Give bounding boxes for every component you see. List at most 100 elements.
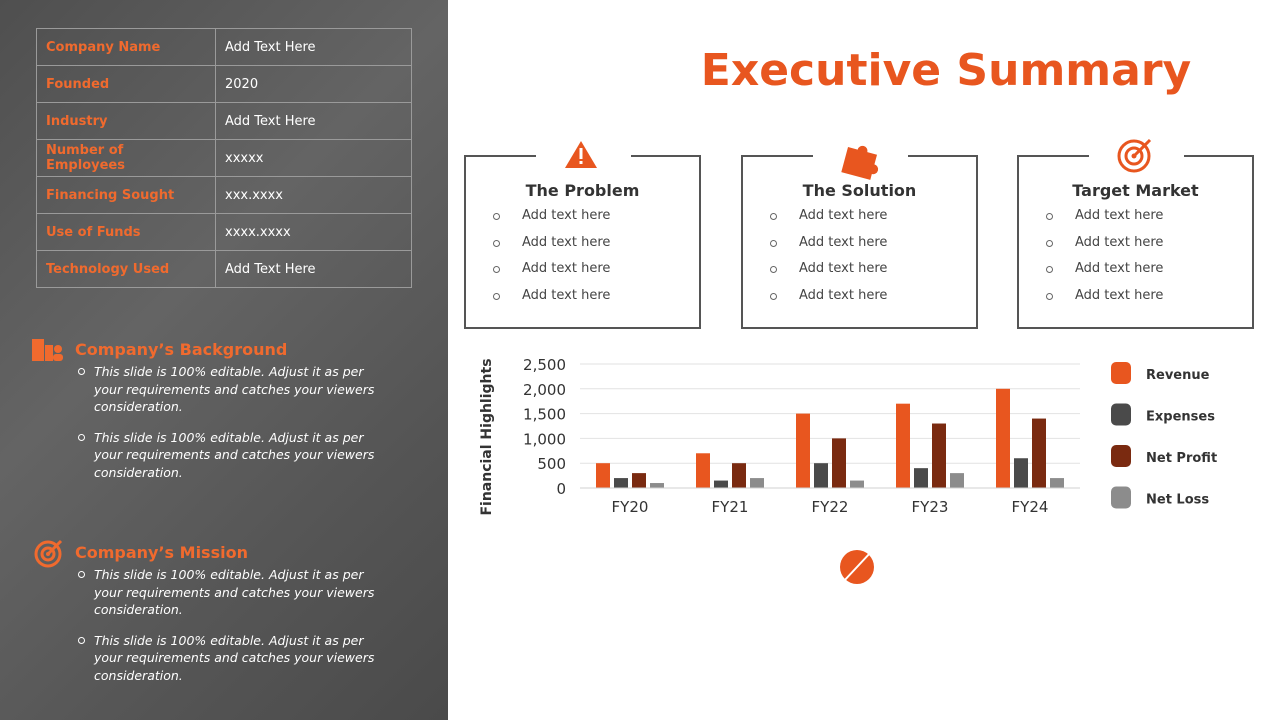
bullet-list: This slide is 100% editable. Adjust it a… [30, 363, 410, 481]
bullet-text: Add text here [522, 234, 611, 250]
bullet: Add text here [743, 261, 976, 288]
bar [650, 483, 664, 488]
bar [932, 423, 946, 488]
bullet: Add text here [1019, 235, 1252, 262]
x-tick-label: FY24 [1012, 498, 1049, 516]
x-tick-label: FY20 [612, 498, 649, 516]
row-label: Number of Employees [36, 139, 216, 177]
bullet-dot [78, 636, 85, 644]
bullet-text: This slide is 100% editable. Adjust it a… [94, 632, 375, 683]
legend-icon [1111, 403, 1131, 426]
bar [632, 473, 646, 488]
bullet-text: Add text here [522, 261, 611, 277]
section: Company’s Mission This slide is 100% edit… [30, 543, 410, 697]
bullet-text: Add text here [1075, 208, 1164, 223]
row-label: Use of Funds [36, 213, 216, 251]
bullet-text: This slide is 100% editable. Adjust it a… [94, 567, 375, 617]
legend-label: Net Profit [1146, 451, 1217, 466]
bullet-dot [770, 266, 777, 274]
bullet-dot [493, 266, 500, 274]
bar [914, 468, 928, 488]
section: Company’s Background This slide is 100% e… [30, 340, 410, 494]
bullet-list: Add text here Add text here Add text here A… [466, 208, 699, 315]
bullet: Add text here [466, 261, 699, 288]
bullet-dot [78, 368, 85, 375]
section-title: Company’s Background [75, 340, 288, 359]
bullet-text: Add text here [799, 208, 888, 223]
market-icon [1117, 138, 1152, 173]
bullet-dot [770, 239, 777, 247]
bar [896, 403, 910, 488]
bullet: Add text here [743, 288, 976, 315]
bar [614, 478, 628, 488]
bullet-list: This slide is 100% editable. Adjust it a… [30, 566, 410, 684]
bullet-text: Add text here [799, 288, 888, 304]
y-tick-label: 2,000 [523, 381, 566, 399]
bullet: Add text here [743, 208, 976, 235]
bullet-dot [1046, 239, 1053, 247]
solution-icon [841, 145, 879, 180]
bar [950, 473, 964, 488]
legend-label: Net Loss [1146, 493, 1209, 508]
y-tick-label: 500 [537, 455, 566, 473]
bar [996, 388, 1010, 488]
y-tick-label: 1,500 [523, 406, 566, 424]
legend-label: Revenue [1146, 368, 1210, 383]
company-table: Company Name Add Text Here Founded 2020 Indu… [36, 28, 412, 288]
bullet-text: Add text here [1075, 288, 1164, 304]
title: Executive Summary [700, 45, 1192, 96]
table-row: Number of Employees xxxxx [36, 139, 412, 177]
bar [1014, 458, 1028, 488]
row-label: Technology Used [36, 250, 216, 288]
row-value: xxxx.xxxx [215, 213, 412, 251]
bullet-text: Add text here [1075, 261, 1164, 277]
bullet-text: Add text here [522, 288, 611, 304]
bullet-dot [770, 213, 777, 220]
row-label: Industry [36, 102, 216, 140]
bullet-dot [493, 293, 500, 301]
y-tick-label: 0 [556, 480, 566, 498]
bullet-dot [78, 433, 85, 441]
box-title: Target Market [1072, 181, 1199, 200]
row-value: Add Text Here [215, 102, 412, 140]
table-row: Industry Add Text Here [36, 102, 412, 140]
bullet-dot [1046, 293, 1053, 301]
bullet-text: Add text here [799, 234, 888, 250]
box-title: The Problem [525, 181, 640, 200]
bottom-icon [840, 550, 874, 584]
row-label: Founded [36, 65, 216, 103]
problem-icon [565, 141, 597, 168]
table-row: Company Name Add Text Here [36, 28, 412, 66]
bar [714, 480, 728, 488]
legend-icon [1111, 445, 1131, 467]
legend-label: Expenses [1146, 410, 1215, 425]
row-value: Add Text Here [215, 28, 412, 66]
bar [696, 453, 710, 488]
target-icon [34, 539, 63, 568]
table-row: Technology Used Add Text Here [36, 250, 412, 288]
legend-icon [1111, 486, 1131, 509]
section-title: Company’s Mission [75, 543, 248, 562]
bullet: This slide is 100% editable. Adjust it a… [78, 566, 384, 619]
row-value: Add Text Here [215, 250, 412, 288]
bullet: This slide is 100% editable. Adjust it a… [78, 429, 384, 482]
left-panel: Company Name Add Text Here Founded 2020 Indu… [0, 0, 448, 720]
bullet: Add text here [743, 235, 976, 262]
bar [850, 480, 864, 488]
bullet-text: Add text here [799, 261, 888, 277]
bullet-text: Add text here [522, 208, 611, 223]
bullet-dot [493, 239, 500, 247]
legend-icon [1111, 362, 1131, 384]
x-tick-label: FY22 [812, 498, 849, 516]
bullet-dot [78, 571, 85, 578]
bar [1032, 418, 1046, 488]
info-box: The Solution Add text here Add text here Ad… [741, 135, 978, 329]
bullet: Add text here [1019, 261, 1252, 288]
bullet-list: Add text here Add text here Add text here A… [1019, 208, 1252, 315]
building-icon [32, 339, 63, 361]
bullet-dot [1046, 266, 1053, 274]
info-box: Target Market Add text here Add text here A… [1017, 135, 1254, 329]
bar [750, 478, 764, 488]
y-tick-label: 2,500 [523, 356, 566, 374]
